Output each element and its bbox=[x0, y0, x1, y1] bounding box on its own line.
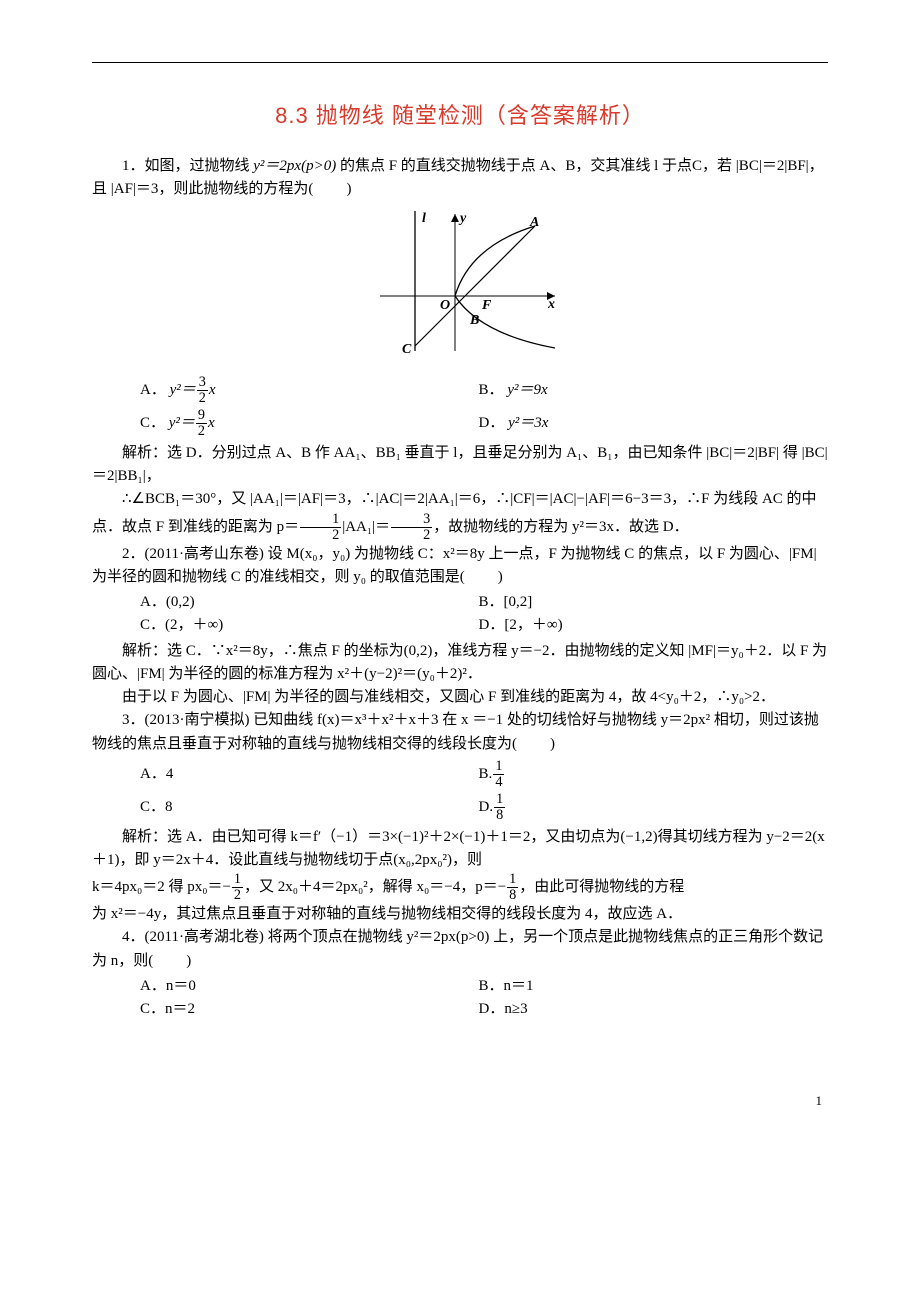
q1-choice-a: A． y²＝32x bbox=[92, 374, 431, 407]
q3-sol-f1n: 1 bbox=[232, 872, 243, 888]
q3-sol-l2-mid: ，又 2x₀＋4＝2px₀²，解得 x₀＝−4，p＝− bbox=[244, 879, 506, 895]
q3-stem: 3．(2013·南宁模拟) 已知曲线 f(x)＝x³＋x²＋x＋3 在 x ＝−… bbox=[92, 709, 828, 756]
q1-choice-d: D． y²＝3x bbox=[431, 407, 828, 440]
q1-sol-f2n: 3 bbox=[391, 512, 432, 528]
q3-d-den: 8 bbox=[494, 808, 505, 823]
q1-a-den: 2 bbox=[197, 391, 208, 406]
q2-stem: 2．(2011·高考山东卷) 设 M(x₀，y₀) 为抛物线 C：x²＝8y 上… bbox=[92, 543, 828, 590]
page: 8.3 抛物线 随堂检测（含答案解析） 1．如图，过抛物线 y²＝2px(p>0… bbox=[0, 0, 920, 1152]
q1-c-eq-post: x bbox=[208, 415, 215, 431]
q1-d-label: D． bbox=[479, 415, 505, 431]
q1-sol-f1d: 2 bbox=[300, 528, 341, 543]
q3-sol-p2: k＝4px₀＝2 得 px₀＝−12，又 2x₀＋4＝2px₀²，解得 x₀＝−… bbox=[92, 872, 828, 903]
q1-sol-p1: 解析：选 D．分别过点 A、B 作 AA₁、BB₁ 垂直于 l，且垂足分别为 A… bbox=[92, 442, 828, 489]
q1-a-label: A． bbox=[140, 382, 166, 398]
q4-choice-d: D．n≥3 bbox=[431, 998, 828, 1021]
q3-d-num: 1 bbox=[494, 792, 505, 808]
doc-title: 8.3 抛物线 随堂检测（含答案解析） bbox=[92, 99, 828, 133]
q1-sol-p2: ∴∠BCB₁＝30°，又 |AA₁|＝|AF|＝3，∴|AC|＝2|AA₁|＝6… bbox=[92, 488, 828, 542]
q3-sol-f2n: 1 bbox=[507, 872, 518, 888]
q1-stem-post: ) bbox=[346, 181, 351, 197]
q1-d-eq: y²＝3x bbox=[508, 415, 548, 431]
q1-sol-mid: |AA₁|＝ bbox=[342, 518, 390, 534]
q4-c-text: C．n＝2 bbox=[140, 1001, 195, 1017]
q3-stem-text: 3．(2013·南宁模拟) 已知曲线 f(x)＝x³＋x²＋x＋3 在 x ＝−… bbox=[92, 712, 819, 751]
q4-stem-post: ) bbox=[186, 953, 191, 969]
q3-choice-a: A．4 bbox=[92, 758, 431, 791]
q1-a-eq-pre: y²＝ bbox=[170, 382, 196, 398]
q3-b-num: 1 bbox=[493, 759, 504, 775]
q3-choices: A．4 B.14 C．8 D.18 bbox=[92, 758, 828, 824]
q2-sol-p1: 解析：选 C．∵x²＝8y，∴焦点 F 的坐标为(0,2)，准线方程 y＝−2．… bbox=[92, 640, 828, 687]
q2-choice-b: B．[0,2] bbox=[431, 591, 828, 614]
q1-sol-f2d: 2 bbox=[391, 528, 432, 543]
svg-text:x: x bbox=[547, 297, 555, 312]
q3-choice-d: D.18 bbox=[431, 791, 828, 824]
q1-sol-f1n: 1 bbox=[300, 512, 341, 528]
q3-choice-c: C．8 bbox=[92, 791, 431, 824]
svg-text:l: l bbox=[422, 211, 426, 226]
q1-c-num: 9 bbox=[196, 408, 207, 424]
q3-b-label: B. bbox=[479, 766, 493, 782]
top-rule bbox=[92, 62, 828, 63]
q2-choice-d: D．[2，＋∞) bbox=[431, 614, 828, 637]
q4-choice-c: C．n＝2 bbox=[92, 998, 431, 1021]
parabola-diagram-icon: l y A x O F B C bbox=[360, 206, 560, 356]
q1-choice-c: C． y²＝92x bbox=[92, 407, 431, 440]
q3-stem-post: ) bbox=[550, 736, 555, 752]
q3-b-den: 4 bbox=[493, 775, 504, 790]
q3-choice-b: B.14 bbox=[431, 758, 828, 791]
q3-sol-f1d: 2 bbox=[232, 888, 243, 903]
q4-d-text: D．n≥3 bbox=[479, 1001, 528, 1017]
q2-stem-text: 2．(2011·高考山东卷) 设 M(x₀，y₀) 为抛物线 C：x²＝8y 上… bbox=[92, 546, 817, 585]
q4-stem-text: 4．(2011·高考湖北卷) 将两个顶点在抛物线 y²＝2px(p>0) 上，另… bbox=[92, 929, 823, 968]
svg-text:B: B bbox=[469, 313, 479, 328]
page-number: 1 bbox=[92, 1091, 828, 1111]
q1-b-eq: y²＝9x bbox=[507, 382, 547, 398]
svg-text:A: A bbox=[529, 215, 539, 230]
q2-sol-p2: 由于以 F 为圆心、|FM| 为半径的圆与准线相交，又圆心 F 到准线的距离为 … bbox=[92, 686, 828, 709]
q4-choices: A．n＝0 B．n＝1 C．n＝2 D．n≥3 bbox=[92, 975, 828, 1022]
q1-choices: A． y²＝32x B． y²＝9x C． y²＝92x D． y²＝3x bbox=[92, 374, 828, 440]
q3-d-label: D. bbox=[479, 799, 494, 815]
svg-text:O: O bbox=[440, 298, 450, 313]
q3-sol-l2-pre: k＝4px₀＝2 得 px₀＝− bbox=[92, 879, 231, 895]
q1-eq: y²＝2px(p>0) bbox=[253, 158, 336, 174]
q3-sol-p3: 为 x²＝−4y，其过焦点且垂直于对称轴的直线与抛物线相交得的线段长度为 4，故… bbox=[92, 903, 828, 926]
q1-sol-tail: ，故抛物线的方程为 y²＝3x．故选 D． bbox=[433, 518, 688, 534]
q1-c-den: 2 bbox=[196, 424, 207, 439]
q1-stem-pre: 1．如图，过抛物线 bbox=[122, 158, 253, 174]
svg-text:y: y bbox=[458, 211, 467, 226]
q3-sol-l2-post: ，由此可得抛物线的方程 bbox=[519, 879, 684, 895]
q3-sol-f2d: 8 bbox=[507, 888, 518, 903]
q1-choice-b: B． y²＝9x bbox=[431, 374, 828, 407]
q1-c-label: C． bbox=[140, 415, 165, 431]
q4-stem: 4．(2011·高考湖北卷) 将两个顶点在抛物线 y²＝2px(p>0) 上，另… bbox=[92, 926, 828, 973]
q3-sol-p1: 解析：选 A．由已知可得 k＝f′（−1）＝3×(−1)²＋2×(−1)＋1＝2… bbox=[92, 826, 828, 873]
q4-b-text: B．n＝1 bbox=[479, 978, 534, 994]
q2-choice-c: C．(2，＋∞) bbox=[92, 614, 431, 637]
q4-choice-a: A．n＝0 bbox=[92, 975, 431, 998]
q4-a-text: A．n＝0 bbox=[140, 978, 196, 994]
q2-choice-a: A．(0,2) bbox=[92, 591, 431, 614]
q1-a-eq-post: x bbox=[209, 382, 216, 398]
svg-text:C: C bbox=[402, 342, 412, 356]
q1-stem: 1．如图，过抛物线 y²＝2px(p>0) 的焦点 F 的直线交抛物线于点 A、… bbox=[92, 155, 828, 202]
q4-choice-b: B．n＝1 bbox=[431, 975, 828, 998]
q2-choices: A．(0,2) B．[0,2] C．(2，＋∞) D．[2，＋∞) bbox=[92, 591, 828, 638]
q1-figure: l y A x O F B C bbox=[92, 206, 828, 364]
svg-text:F: F bbox=[481, 298, 492, 313]
q1-c-eq-pre: y²＝ bbox=[169, 415, 195, 431]
q1-b-label: B． bbox=[479, 382, 504, 398]
q1-a-num: 3 bbox=[197, 375, 208, 391]
q2-stem-post: ) bbox=[498, 569, 503, 585]
